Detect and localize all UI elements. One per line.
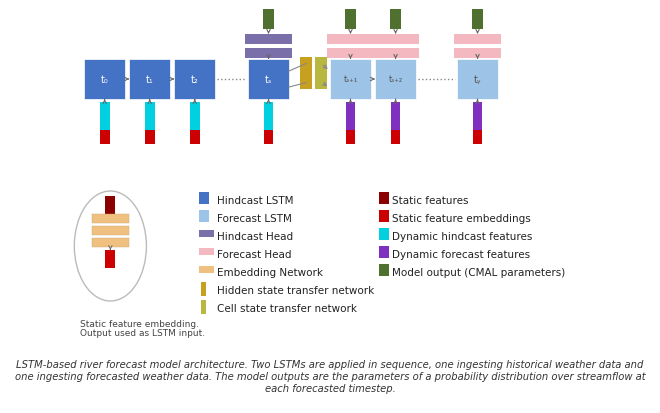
Text: Static feature embeddings: Static feature embeddings <box>392 214 531 223</box>
Text: tₛ₊₁: tₛ₊₁ <box>343 75 358 84</box>
Text: Cell state transfer network: Cell state transfer network <box>217 303 357 313</box>
Bar <box>372 35 419 45</box>
Text: Static feature embedding.: Static feature embedding. <box>80 319 199 328</box>
Bar <box>346 103 355 131</box>
Text: t₀: t₀ <box>101 75 108 85</box>
Bar <box>92 214 129 223</box>
Text: Static features: Static features <box>392 195 469 206</box>
Bar <box>263 10 275 30</box>
Bar <box>92 226 129 235</box>
Bar <box>379 192 389 204</box>
Text: tₛ: tₛ <box>265 75 273 85</box>
Bar <box>391 131 401 145</box>
Bar <box>327 35 374 45</box>
Bar <box>330 60 371 100</box>
Bar <box>472 10 483 30</box>
Text: Embedding Network: Embedding Network <box>217 267 323 277</box>
Bar <box>199 211 209 223</box>
Bar <box>473 103 482 131</box>
Text: Hindcast Head: Hindcast Head <box>217 231 293 242</box>
Text: t₂: t₂ <box>191 75 199 85</box>
Bar <box>379 247 389 259</box>
Bar <box>263 103 273 131</box>
Bar <box>315 58 327 90</box>
Bar <box>453 49 502 59</box>
Bar <box>106 250 116 268</box>
Text: t₁: t₁ <box>146 75 154 85</box>
Bar <box>457 60 498 100</box>
Bar <box>390 10 401 30</box>
Text: tᵧ: tᵧ <box>474 75 481 85</box>
Bar <box>145 131 154 145</box>
Bar <box>84 60 125 100</box>
Bar <box>199 192 209 204</box>
Bar <box>372 49 419 59</box>
Bar <box>345 10 356 30</box>
Bar <box>391 103 401 131</box>
Bar <box>174 60 215 100</box>
Text: Hindcast LSTM: Hindcast LSTM <box>217 195 294 206</box>
Text: Dynamic forecast features: Dynamic forecast features <box>392 249 531 259</box>
Bar <box>327 49 374 59</box>
Bar <box>92 238 129 247</box>
Bar <box>473 131 482 145</box>
Bar <box>245 35 292 45</box>
Bar <box>199 266 214 273</box>
Bar <box>300 58 312 90</box>
Text: one ingesting forecasted weather data. The model outputs are the parameters of a: one ingesting forecasted weather data. T… <box>15 371 645 381</box>
Bar <box>190 131 200 145</box>
Bar <box>201 300 207 314</box>
Bar <box>190 103 200 131</box>
Text: each forecasted timestep.: each forecasted timestep. <box>265 383 395 393</box>
Bar <box>263 131 273 145</box>
Bar <box>106 197 116 214</box>
Bar <box>346 131 355 145</box>
Bar <box>100 131 110 145</box>
Text: LSTM-based river forecast model architecture. Two LSTMs are applied in sequence,: LSTM-based river forecast model architec… <box>16 359 644 369</box>
Bar <box>199 230 214 237</box>
Text: Forecast LSTM: Forecast LSTM <box>217 214 292 223</box>
Text: tₛ₊₂: tₛ₊₂ <box>389 75 403 84</box>
Bar <box>375 60 416 100</box>
Bar <box>199 248 214 255</box>
Bar <box>453 35 502 45</box>
Text: Forecast Head: Forecast Head <box>217 249 292 259</box>
Bar <box>379 228 389 240</box>
Bar <box>129 60 170 100</box>
Bar <box>379 264 389 276</box>
Bar <box>145 103 154 131</box>
Bar <box>245 49 292 59</box>
Text: Model output (CMAL parameters): Model output (CMAL parameters) <box>392 267 566 277</box>
Bar <box>201 282 207 296</box>
Text: Dynamic hindcast features: Dynamic hindcast features <box>392 231 533 242</box>
Bar <box>100 103 110 131</box>
Bar <box>248 60 289 100</box>
Text: Hidden state transfer network: Hidden state transfer network <box>217 285 374 295</box>
Text: Output used as LSTM input.: Output used as LSTM input. <box>80 328 205 337</box>
Bar <box>379 211 389 223</box>
